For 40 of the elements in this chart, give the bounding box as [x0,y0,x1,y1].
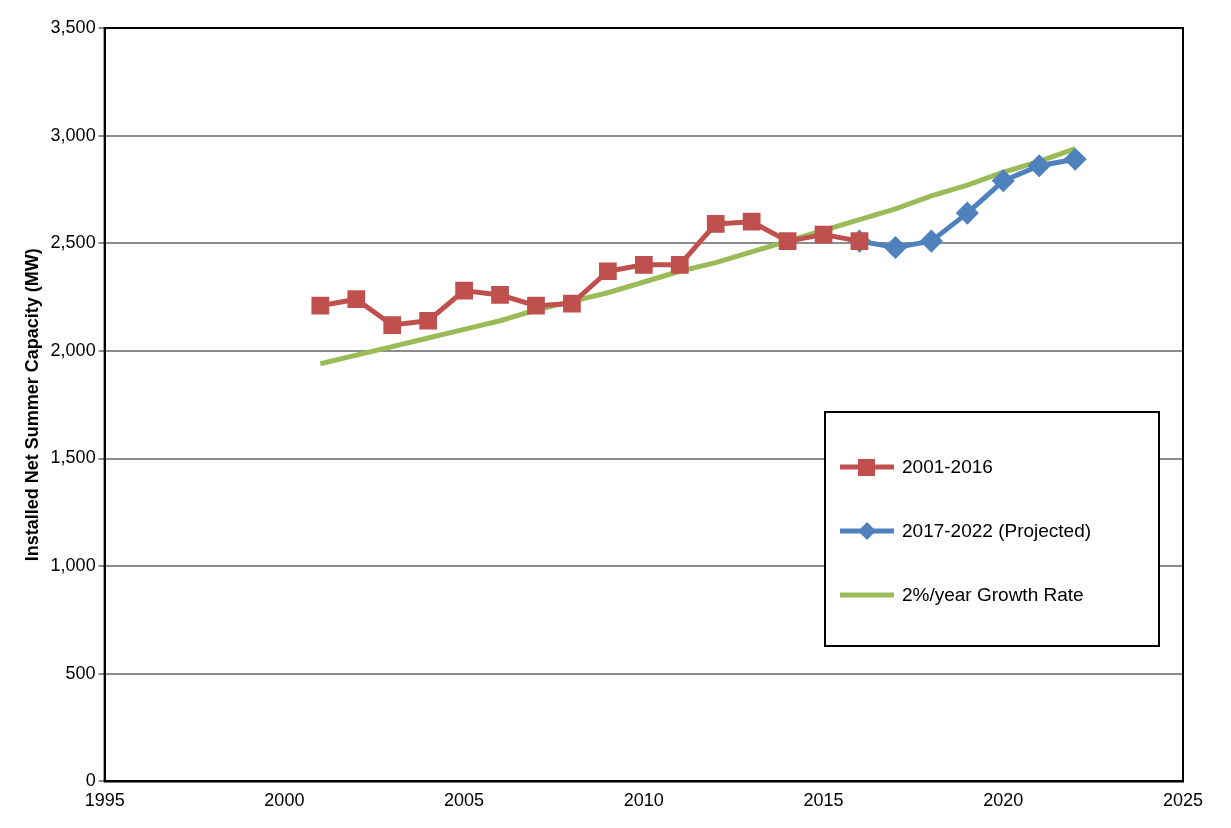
point [455,281,473,300]
y-tick-label: 1,500 [50,447,96,468]
point [634,255,653,274]
point [742,212,761,231]
point [1064,148,1086,170]
point [347,290,366,309]
y-tick-label: 1,000 [50,555,96,576]
x-tick-label: 2015 [803,790,844,811]
point [956,202,978,224]
y-tick-label: 3,000 [50,124,96,145]
legend-label: 2017-2022 (Projected) [902,520,1092,542]
x-tick-label: 2025 [1162,790,1204,811]
y-tick-label: 2,500 [50,232,96,253]
point [814,225,833,244]
legend-label: 2%/year Growth Rate [902,584,1084,606]
point [670,255,689,274]
point [920,230,942,252]
x-tick-label: 2000 [264,790,305,811]
x-tick-label: 1995 [84,790,125,811]
y-axis-title: Installed Net Summer Capacity (MW) [21,248,42,562]
y-tick-label: 3,500 [50,16,96,37]
y-tick-label: 2,000 [50,339,96,360]
point [563,294,581,313]
legend-label: 2001-2016 [902,456,993,478]
point [884,237,906,259]
point [778,232,797,250]
point [527,296,545,315]
x-tick-label: 2010 [623,790,664,811]
x-tick-label: 2005 [444,790,485,811]
point [311,296,330,315]
point [383,316,402,334]
x-tick-label: 2020 [983,790,1024,811]
point [491,286,509,304]
point [1028,155,1050,177]
point [706,215,725,233]
y-tick-label: 500 [65,662,96,683]
y-tick-label: 0 [85,770,96,791]
point [992,170,1014,192]
point [599,262,617,281]
point [419,311,438,330]
